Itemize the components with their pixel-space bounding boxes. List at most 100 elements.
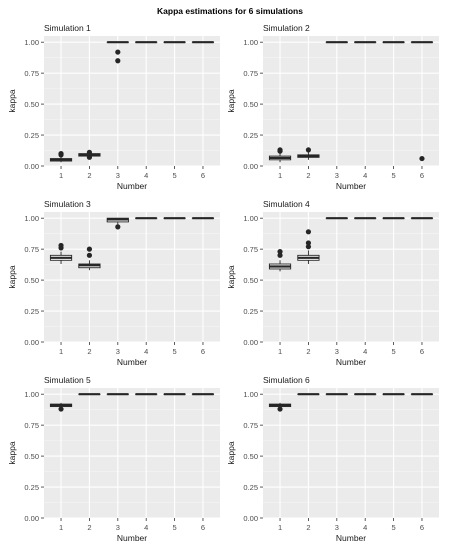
y-tick-label: 0.50 (24, 100, 39, 109)
x-tick-label: 2 (87, 523, 91, 532)
outlier-point (86, 154, 93, 160)
box-2 (78, 149, 101, 160)
x-tick-label: 1 (278, 523, 282, 532)
y-axis-title: kappa (226, 441, 236, 464)
y-tick-label: 1.00 (24, 38, 39, 47)
x-tick-label: 3 (335, 171, 339, 180)
panel-background (44, 388, 220, 518)
y-axis-title: kappa (7, 89, 17, 112)
outlier-point (419, 155, 425, 162)
y-axis-title: kappa (226, 89, 236, 112)
x-tick-label: 4 (144, 171, 148, 180)
x-tick-label: 5 (391, 171, 395, 180)
y-tick-label: 0.25 (243, 307, 258, 316)
y-tick-label: 0.75 (243, 69, 258, 78)
y-tick-label: 0.25 (243, 483, 258, 492)
x-tick-label: 5 (172, 347, 176, 356)
panel-3: Simulation 3 0.00 0.25 0.50 0.75 1.00 1 2 3 4 5 6 Nu… (7, 199, 220, 367)
panel-title: Simulation 3 (44, 199, 91, 209)
x-tick-label: 5 (172, 523, 176, 532)
outlier-point (277, 406, 283, 412)
y-tick-label: 0.75 (243, 245, 258, 254)
x-tick-label: 3 (335, 523, 339, 532)
y-tick-label: 0.25 (24, 131, 39, 140)
y-tick-label: 0.75 (24, 69, 39, 78)
outlier-point (58, 242, 64, 249)
panel-title: Simulation 6 (263, 375, 310, 385)
outlier-point (277, 252, 283, 258)
figure-title: Kappa estimations for 6 simulations (157, 6, 303, 16)
x-tick-label: 4 (363, 347, 367, 356)
panel-5: Simulation 5 0.00 0.25 0.50 0.75 1.00 1 2 3 4 5 6 Nu… (7, 375, 220, 543)
panel-6: Simulation 6 0.00 0.25 0.50 0.75 1.00 1 2 3 4 5 6 Nu… (226, 375, 439, 543)
x-tick-label: 3 (335, 347, 339, 356)
x-axis-title: Number (336, 181, 366, 191)
x-axis-title: Number (117, 533, 147, 543)
x-tick-label: 2 (306, 171, 310, 180)
x-tick-label: 1 (59, 347, 63, 356)
y-axis-title: kappa (7, 441, 17, 464)
x-tick-label: 4 (144, 523, 148, 532)
x-tick-label: 6 (201, 347, 205, 356)
x-tick-label: 2 (87, 171, 91, 180)
outlier-point (305, 147, 312, 153)
y-tick-label: 0.25 (243, 131, 258, 140)
panel-1: Simulation 1 0.00 0.25 0.50 0.75 1.00 1 2 3 4 5 6 Nu… (7, 23, 220, 191)
y-tick-label: 0.75 (24, 421, 39, 430)
x-tick-label: 4 (144, 347, 148, 356)
x-tick-label: 3 (116, 171, 120, 180)
x-tick-label: 5 (391, 347, 395, 356)
panel-2: Simulation 2 0.00 0.25 0.50 0.75 1.00 1 2 3 4 5 6 Nu… (226, 23, 439, 191)
outlier-point (305, 229, 312, 235)
outlier-point (58, 151, 64, 157)
x-axis-title: Number (117, 357, 147, 367)
x-tick-label: 4 (363, 523, 367, 532)
box-1 (268, 249, 292, 272)
y-tick-label: 1.00 (243, 214, 258, 223)
x-tick-label: 3 (116, 347, 120, 356)
x-tick-label: 6 (420, 171, 424, 180)
panel-4: Simulation 4 0.00 0.25 0.50 0.75 1.00 1 2 3 4 5 6 Nu… (226, 199, 439, 367)
outlier-point (86, 149, 93, 155)
y-tick-label: 0.50 (243, 276, 258, 285)
y-tick-label: 0.25 (24, 307, 39, 316)
panel-title: Simulation 1 (44, 23, 91, 33)
panel-background (263, 388, 439, 518)
y-tick-label: 1.00 (24, 214, 39, 223)
y-tick-label: 0.50 (243, 452, 258, 461)
panel-background (44, 36, 220, 166)
box-1 (268, 402, 292, 412)
y-tick-label: 1.00 (243, 38, 258, 47)
outlier-point (58, 406, 64, 412)
x-axis-title: Number (336, 533, 366, 543)
outlier-point (115, 224, 121, 230)
y-tick-label: 0.50 (24, 276, 39, 285)
y-tick-label: 0.50 (24, 452, 39, 461)
box-3 (106, 217, 129, 230)
outlier-point (305, 244, 312, 250)
y-tick-label: 1.00 (243, 390, 258, 399)
panels: Simulation 1 0.00 0.25 0.50 0.75 1.00 1 2 3 4 5 6 Nu… (7, 23, 439, 543)
x-axis-title: Number (336, 357, 366, 367)
outlier-point (305, 240, 312, 246)
y-tick-label: 1.00 (24, 390, 39, 399)
panel-title: Simulation 2 (263, 23, 310, 33)
y-axis-title: kappa (226, 265, 236, 288)
y-tick-label: 0.00 (243, 338, 258, 347)
panel-title: Simulation 5 (44, 375, 91, 385)
x-tick-label: 3 (116, 523, 120, 532)
x-tick-label: 6 (420, 523, 424, 532)
x-tick-label: 2 (306, 523, 310, 532)
outlier-point (277, 249, 283, 255)
panel-background (263, 36, 439, 166)
y-tick-label: 0.00 (243, 162, 258, 171)
box-3 (106, 41, 129, 64)
x-tick-label: 6 (420, 347, 424, 356)
box-2 (297, 147, 320, 160)
outlier-point (86, 252, 93, 258)
y-tick-label: 0.00 (243, 514, 258, 523)
x-tick-label: 5 (391, 523, 395, 532)
box-1 (49, 402, 73, 412)
y-tick-label: 0.00 (24, 338, 39, 347)
y-tick-label: 0.00 (24, 514, 39, 523)
